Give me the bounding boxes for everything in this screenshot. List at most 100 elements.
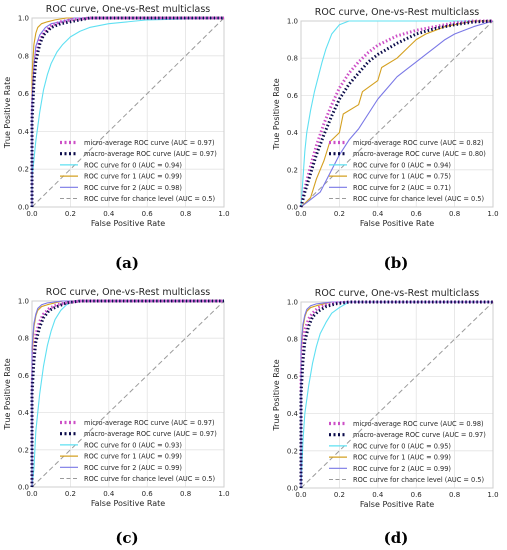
x-tick-label: 0.6 (411, 491, 423, 499)
y-tick-label: 0.6 (287, 92, 299, 100)
legend-label: ROC curve for 0 (AUC = 0.94) (84, 161, 182, 169)
series-line-2 (30, 299, 224, 487)
x-tick-label: 0.2 (334, 491, 345, 499)
series-line-5 (31, 300, 224, 487)
x-tick-label: 0.0 (26, 210, 37, 218)
panel-caption: (c) (115, 529, 138, 547)
y-tick-label: 0.6 (18, 372, 30, 380)
y-axis-label: True Positive Rate (3, 77, 12, 149)
legend-label: ROC curve for 0 (AUC = 0.95) (353, 442, 451, 450)
y-tick-label: 0.2 (287, 447, 298, 455)
x-tick-label: 0.6 (142, 210, 154, 218)
legend-label: micro-average ROC curve (AUC = 0.98) (353, 420, 484, 428)
y-tick-label: 0.0 (287, 485, 298, 493)
legend-label: ROC curve for 2 (AUC = 0.98) (84, 184, 182, 192)
legend-label: macro-average ROC curve (AUC = 0.97) (84, 430, 217, 438)
series-line-3 (31, 17, 225, 207)
legend-label: macro-average ROC curve (AUC = 0.97) (84, 150, 217, 158)
legend-label: ROC curve for 2 (AUC = 0.99) (84, 464, 182, 472)
y-tick-label: 0.2 (18, 166, 29, 174)
series-line-4 (300, 20, 493, 208)
legend-label: ROC curve for 0 (AUC = 0.93) (84, 441, 182, 449)
series-line-2 (299, 300, 493, 488)
legend-label: ROC curve for chance level (AUC = 0.5) (84, 195, 215, 203)
y-axis-label: True Positive Rate (3, 358, 12, 430)
chart-title: ROC curve, One-vs-Rest multiclass (46, 4, 211, 15)
legend-label: micro-average ROC curve (AUC = 0.97) (84, 139, 215, 147)
x-tick-label: 0.0 (26, 490, 37, 498)
legend-label: ROC curve for 1 (AUC = 0.99) (84, 173, 182, 181)
y-tick-label: 1.0 (18, 15, 29, 23)
x-axis-label: False Positive Rate (360, 500, 434, 509)
y-tick-label: 1.0 (287, 299, 298, 307)
x-tick-label: 0.2 (65, 210, 76, 218)
x-tick-label: 0.6 (411, 210, 423, 218)
legend: micro-average ROC curve (AUC = 0.97) macr… (60, 419, 217, 483)
chart-title: ROC curve, One-vs-Rest multiclass (46, 287, 211, 298)
chart-panel-4: 0.0 0.2 0.4 0.6 0.8 1.00.00.20.40.60.81.0ROC … (272, 288, 499, 547)
x-tick-label: 0.6 (142, 490, 154, 498)
series-line-5 (300, 301, 493, 488)
chart-panel-2: 0.0 0.2 0.4 0.6 0.8 1.00.00.20.40.60.81.0ROC … (272, 7, 499, 272)
panel-caption: (d) (384, 529, 409, 547)
legend-label: macro-average ROC curve (AUC = 0.97) (353, 431, 486, 439)
legend-label: ROC curve for chance level (AUC = 0.5) (353, 195, 484, 203)
x-tick-label: 1.0 (218, 210, 229, 218)
legend-label: micro-average ROC curve (AUC = 0.97) (84, 419, 215, 427)
x-tick-label: 1.0 (487, 210, 498, 218)
y-tick-label: 0.0 (287, 204, 298, 212)
x-tick-label: 0.0 (295, 210, 306, 218)
legend-label: ROC curve for 0 (AUC = 0.94) (353, 161, 451, 169)
series-line-3 (300, 20, 493, 208)
x-tick-label: 0.8 (449, 210, 460, 218)
x-tick-label: 0.4 (103, 210, 115, 218)
y-tick-label: 0.6 (287, 373, 299, 381)
chart-title: ROC curve, One-vs-Rest multiclass (315, 7, 480, 18)
x-tick-label: 0.8 (180, 490, 191, 498)
y-tick-label: 0.8 (18, 52, 29, 60)
y-tick-label: 1.0 (18, 298, 29, 306)
y-tick-label: 1.0 (287, 18, 298, 26)
y-tick-label: 0.0 (18, 204, 29, 212)
legend-label: macro-average ROC curve (AUC = 0.80) (353, 150, 486, 158)
x-tick-label: 0.8 (180, 210, 191, 218)
legend-label: ROC curve for 2 (AUC = 0.71) (353, 184, 451, 192)
x-tick-label: 0.4 (372, 491, 384, 499)
legend: micro-average ROC curve (AUC = 0.97) macr… (60, 139, 217, 203)
y-tick-label: 0.8 (287, 336, 298, 344)
legend-label: ROC curve for 2 (AUC = 0.99) (353, 465, 451, 473)
y-tick-label: 0.2 (287, 166, 298, 174)
x-tick-label: 0.2 (334, 210, 345, 218)
x-tick-label: 0.0 (295, 491, 306, 499)
legend-label: ROC curve for chance level (AUC = 0.5) (353, 476, 484, 484)
y-tick-label: 0.8 (18, 335, 29, 343)
chart-title: ROC curve, One-vs-Rest multiclass (315, 288, 480, 299)
y-tick-label: 0.0 (18, 484, 29, 492)
x-tick-label: 0.8 (449, 491, 460, 499)
x-tick-label: 0.2 (65, 490, 76, 498)
legend-label: ROC curve for 1 (AUC = 0.99) (353, 454, 451, 462)
series-line-5 (300, 20, 494, 208)
legend-label: ROC curve for 1 (AUC = 0.99) (84, 453, 182, 461)
y-tick-label: 0.4 (287, 410, 299, 418)
y-tick-label: 0.4 (287, 129, 299, 137)
x-axis-label: False Positive Rate (360, 219, 434, 228)
legend: micro-average ROC curve (AUC = 0.98) macr… (329, 420, 486, 484)
y-axis-label: True Positive Rate (272, 78, 281, 150)
series-line-4 (31, 17, 224, 207)
x-tick-label: 0.4 (372, 210, 384, 218)
legend-label: ROC curve for chance level (AUC = 0.5) (84, 475, 215, 483)
series-line-3 (300, 301, 493, 489)
x-tick-label: 1.0 (218, 490, 229, 498)
legend-label: micro-average ROC curve (AUC = 0.82) (353, 139, 484, 147)
series-line-2 (30, 16, 224, 207)
y-tick-label: 0.2 (18, 446, 29, 454)
x-axis-label: False Positive Rate (91, 219, 165, 228)
x-tick-label: 0.4 (103, 490, 115, 498)
y-tick-label: 0.6 (18, 90, 30, 98)
legend: micro-average ROC curve (AUC = 0.82) macr… (329, 139, 486, 203)
chart-panel-3: 0.0 0.2 0.4 0.6 0.8 1.00.00.20.40.60.81.0ROC … (3, 287, 230, 547)
series-line-1 (299, 19, 493, 208)
y-tick-label: 0.4 (18, 128, 30, 136)
